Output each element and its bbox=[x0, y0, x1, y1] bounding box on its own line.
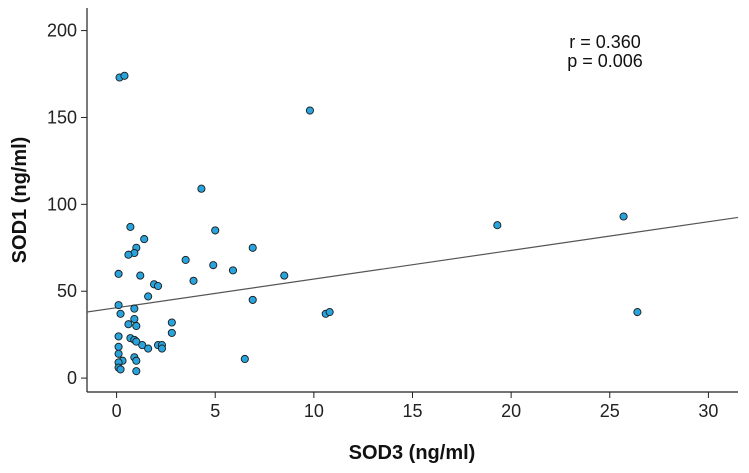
y-tick-label: 50 bbox=[57, 281, 77, 301]
data-point bbox=[132, 356, 141, 365]
data-point bbox=[114, 301, 123, 310]
plot-area: 0 50 100 150 200 0 5 10 15 20 25 30 bbox=[47, 8, 739, 421]
data-point bbox=[130, 314, 139, 324]
x-axis-title: SOD3 (ng/ml) bbox=[349, 442, 476, 464]
data-point bbox=[114, 332, 123, 341]
data-point bbox=[138, 341, 147, 350]
data-point bbox=[189, 276, 198, 285]
data-point bbox=[116, 365, 125, 374]
data-point bbox=[619, 212, 628, 221]
data-point bbox=[280, 271, 289, 280]
x-tick-label: 0 bbox=[112, 401, 122, 421]
data-point bbox=[167, 318, 176, 327]
data-point bbox=[157, 344, 167, 353]
data-point bbox=[325, 308, 334, 317]
y-axis-title: SOD1 (ng/ml) bbox=[9, 137, 31, 264]
data-point bbox=[248, 243, 257, 252]
data-point bbox=[114, 269, 123, 278]
data-point bbox=[124, 250, 133, 259]
y-tick-label: 200 bbox=[47, 21, 77, 41]
x-tick-label: 30 bbox=[698, 401, 718, 421]
data-point bbox=[132, 337, 141, 346]
data-point bbox=[116, 309, 125, 318]
data-point bbox=[167, 328, 176, 337]
data-point bbox=[197, 184, 206, 193]
data-point bbox=[248, 295, 257, 304]
data-point bbox=[114, 342, 123, 351]
regression-line bbox=[86, 216, 739, 313]
correlation-r: r = 0.360 bbox=[569, 32, 641, 52]
data-point bbox=[144, 292, 153, 301]
y-tick-label: 100 bbox=[47, 194, 77, 214]
data-point bbox=[126, 222, 135, 231]
data-point bbox=[153, 281, 163, 291]
data-point bbox=[130, 304, 139, 313]
p-value: p = 0.006 bbox=[567, 51, 643, 71]
x-tick-label: 5 bbox=[210, 401, 220, 421]
x-tick-label: 25 bbox=[600, 401, 620, 421]
data-point bbox=[124, 320, 133, 329]
x-axis-ticks: 0 5 10 15 20 25 30 bbox=[112, 392, 718, 421]
data-point bbox=[209, 261, 218, 270]
data-point bbox=[493, 221, 502, 230]
y-tick-label: 150 bbox=[47, 107, 77, 127]
data-point bbox=[136, 271, 145, 280]
x-tick-label: 20 bbox=[501, 401, 521, 421]
data-point bbox=[211, 226, 220, 235]
x-tick-label: 15 bbox=[402, 401, 422, 421]
data-point bbox=[114, 349, 123, 358]
data-points bbox=[114, 71, 642, 376]
data-point bbox=[132, 321, 141, 331]
data-point bbox=[633, 308, 642, 317]
data-point bbox=[120, 71, 129, 80]
y-tick-label: 0 bbox=[67, 368, 77, 388]
data-point bbox=[240, 354, 249, 364]
data-point bbox=[228, 266, 238, 275]
data-point bbox=[305, 106, 314, 115]
data-point bbox=[144, 344, 153, 353]
x-tick-label: 10 bbox=[304, 401, 324, 421]
data-point bbox=[140, 235, 149, 244]
data-point bbox=[132, 367, 141, 376]
y-axis-ticks: 0 50 100 150 200 bbox=[47, 21, 87, 388]
data-point bbox=[181, 255, 190, 264]
